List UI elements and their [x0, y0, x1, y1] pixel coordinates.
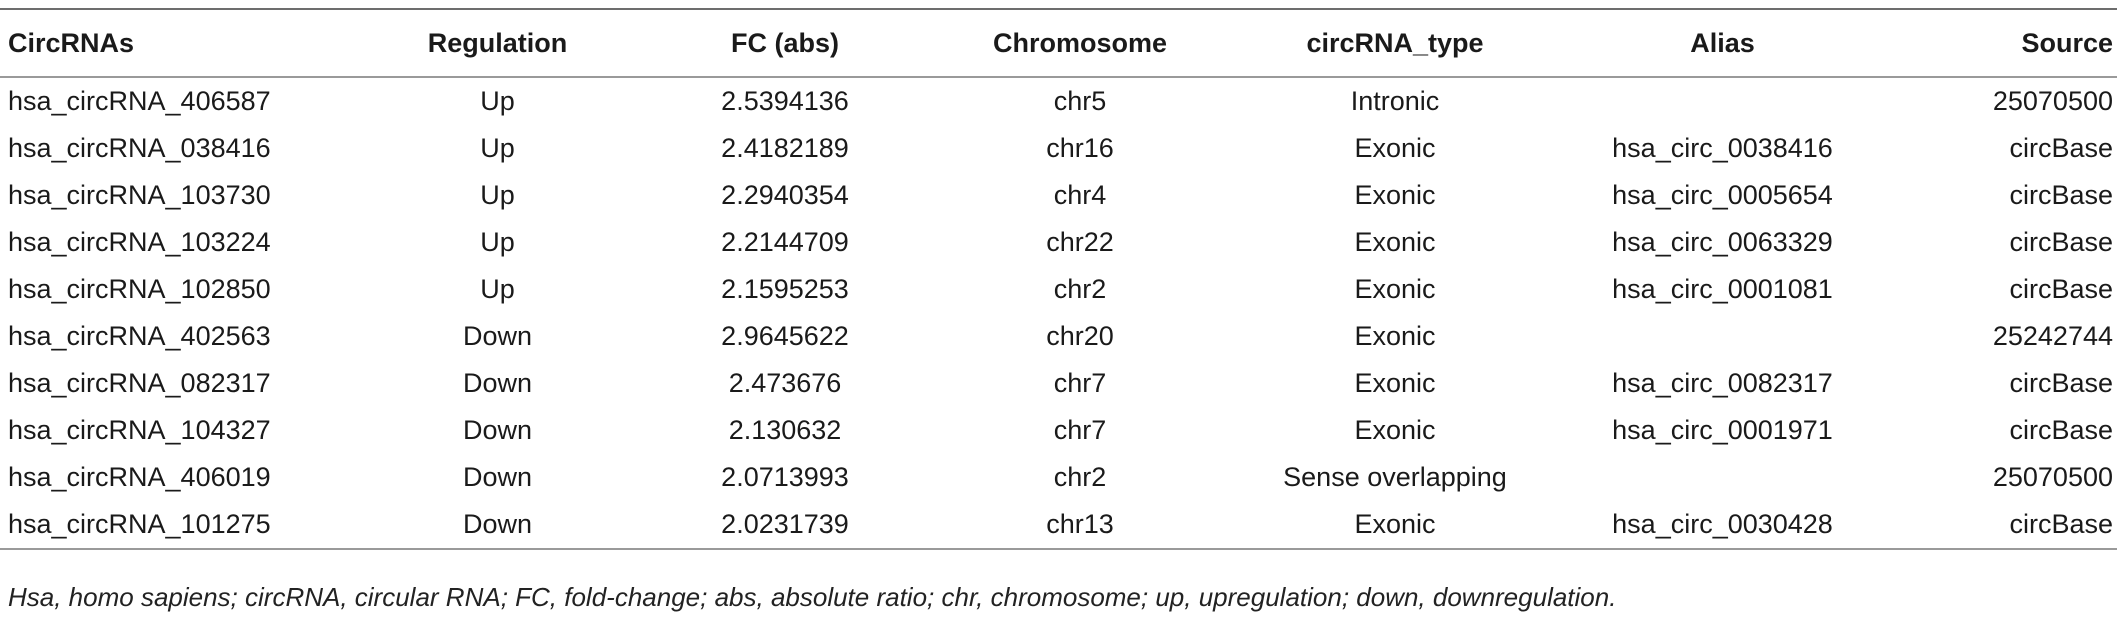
fc-abs-cell: 2.5394136	[721, 86, 849, 116]
fc-abs-cell: 2.2940354	[721, 180, 849, 210]
regulation-cell: Up	[480, 274, 515, 304]
alias-cell: hsa_circ_0005654	[1612, 180, 1833, 210]
table-header: CircRNAs Regulation FC (abs) Chromosome …	[0, 9, 2117, 77]
fc-abs-cell: 2.473676	[728, 368, 842, 398]
circrna-type-cell: Exonic	[1354, 321, 1436, 351]
circrna-table: CircRNAs Regulation FC (abs) Chromosome …	[0, 8, 2117, 550]
fc-abs-cell: 2.130632	[728, 415, 842, 445]
fc-abs-cell: 2.1595253	[721, 274, 849, 304]
table-row: hsa_circRNA_038416 Up 2.4182189 chr16 Exonic…	[0, 125, 2117, 172]
circrna-id-cell: hsa_circRNA_406019	[8, 462, 271, 492]
fc-abs-cell: 2.2144709	[721, 227, 849, 257]
source-cell: circBase	[2009, 227, 2113, 257]
fc-abs-cell: 2.4182189	[721, 133, 849, 163]
circrna-type-cell: Intronic	[1350, 86, 1440, 116]
source-cell: circBase	[2009, 274, 2113, 304]
alias-cell: hsa_circ_0063329	[1612, 227, 1833, 257]
chromosome-cell: chr16	[1046, 133, 1114, 163]
table-row: hsa_circRNA_103224 Up 2.2144709 chr22 Exonic…	[0, 219, 2117, 266]
header-chromosome: Chromosome	[992, 27, 1168, 58]
source-cell: circBase	[2009, 368, 2113, 398]
chromosome-cell: chr7	[1053, 368, 1107, 398]
circrna-type-cell: Exonic	[1354, 415, 1436, 445]
chromosome-cell: chr2	[1053, 274, 1107, 304]
chromosome-cell: chr13	[1046, 509, 1114, 539]
circrna-type-cell: Exonic	[1354, 133, 1436, 163]
fc-abs-cell: 2.0231739	[721, 509, 849, 539]
regulation-cell: Up	[480, 180, 515, 210]
regulation-cell: Down	[462, 415, 533, 445]
chromosome-cell: chr4	[1053, 180, 1107, 210]
alias-cell	[1560, 77, 1885, 125]
circrna-id-cell: hsa_circRNA_101275	[8, 509, 271, 539]
circrna-id-cell: hsa_circRNA_082317	[8, 368, 271, 398]
source-cell: 25070500	[1992, 462, 2113, 492]
table-row: hsa_circRNA_104327 Down 2.130632 chr7 Exonic…	[0, 407, 2117, 454]
header-regulation: Regulation	[427, 27, 568, 58]
alias-cell: hsa_circ_0030428	[1612, 509, 1833, 539]
circrna-id-cell: hsa_circRNA_102850	[8, 274, 271, 304]
chromosome-cell: chr7	[1053, 415, 1107, 445]
chromosome-cell: chr22	[1046, 227, 1114, 257]
circrna-type-cell: Exonic	[1354, 368, 1436, 398]
chromosome-cell: chr5	[1053, 86, 1107, 116]
regulation-cell: Up	[480, 86, 515, 116]
table-body: hsa_circRNA_406587 Up 2.5394136 chr5 Introni…	[0, 77, 2117, 549]
alias-cell: hsa_circ_0082317	[1612, 368, 1833, 398]
regulation-cell: Up	[480, 133, 515, 163]
alias-cell: hsa_circ_0001971	[1612, 415, 1833, 445]
circrna-id-cell: hsa_circRNA_104327	[8, 415, 271, 445]
table-row: hsa_circRNA_101275 Down 2.0231739 chr13 Exon…	[0, 501, 2117, 549]
regulation-cell: Down	[462, 462, 533, 492]
alias-cell: hsa_circ_0001081	[1612, 274, 1833, 304]
circrna-type-cell: Sense overlapping	[1283, 462, 1507, 492]
table-row: hsa_circRNA_103730 Up 2.2940354 chr4 Exonic h…	[0, 172, 2117, 219]
header-source: Source	[2021, 27, 2113, 58]
source-cell: circBase	[2009, 509, 2113, 539]
table-row: hsa_circRNA_406019 Down 2.0713993 chr2 Sense…	[0, 454, 2117, 501]
circrna-type-cell: Exonic	[1354, 180, 1436, 210]
regulation-cell: Down	[462, 321, 533, 351]
circrna-type-cell: Exonic	[1354, 227, 1436, 257]
regulation-cell: Up	[480, 227, 515, 257]
chromosome-cell: chr20	[1046, 321, 1114, 351]
source-cell: 25242744	[1992, 321, 2113, 351]
table-footnote: Hsa, homo sapiens; circRNA, circular RNA…	[8, 582, 1617, 612]
circrna-id-cell: hsa_circRNA_103224	[8, 227, 271, 257]
header-circrnas: CircRNAs	[8, 27, 135, 58]
header-alias: Alias	[1690, 27, 1755, 58]
fc-abs-cell: 2.0713993	[721, 462, 849, 492]
circrna-table-container: CircRNAs Regulation FC (abs) Chromosome …	[0, 8, 2117, 550]
table-row: hsa_circRNA_082317 Down 2.473676 chr7 Exonic…	[0, 360, 2117, 407]
table-row: hsa_circRNA_102850 Up 2.1595253 chr2 Exonic h…	[0, 266, 2117, 313]
header-fc-abs: FC (abs)	[731, 27, 839, 58]
circrna-id-cell: hsa_circRNA_402563	[8, 321, 271, 351]
header-row: CircRNAs Regulation FC (abs) Chromosome …	[0, 9, 2117, 77]
alias-cell	[1560, 454, 1885, 501]
table-row: hsa_circRNA_402563 Down 2.9645622 chr20 Exon…	[0, 313, 2117, 360]
fc-abs-cell: 2.9645622	[721, 321, 849, 351]
circrna-id-cell: hsa_circRNA_103730	[8, 180, 271, 210]
circrna-type-cell: Exonic	[1354, 509, 1436, 539]
circrna-id-cell: hsa_circRNA_038416	[8, 133, 271, 163]
alias-cell	[1560, 313, 1885, 360]
circrna-type-cell: Exonic	[1354, 274, 1436, 304]
source-cell: 25070500	[1992, 86, 2113, 116]
chromosome-cell: chr2	[1053, 462, 1107, 492]
source-cell: circBase	[2009, 133, 2113, 163]
regulation-cell: Down	[462, 368, 533, 398]
alias-cell: hsa_circ_0038416	[1612, 133, 1833, 163]
header-circrna-type: circRNA_type	[1306, 27, 1484, 58]
circrna-id-cell: hsa_circRNA_406587	[8, 86, 271, 116]
table-row: hsa_circRNA_406587 Up 2.5394136 chr5 Introni…	[0, 77, 2117, 125]
source-cell: circBase	[2009, 415, 2113, 445]
source-cell: circBase	[2009, 180, 2113, 210]
regulation-cell: Down	[462, 509, 533, 539]
